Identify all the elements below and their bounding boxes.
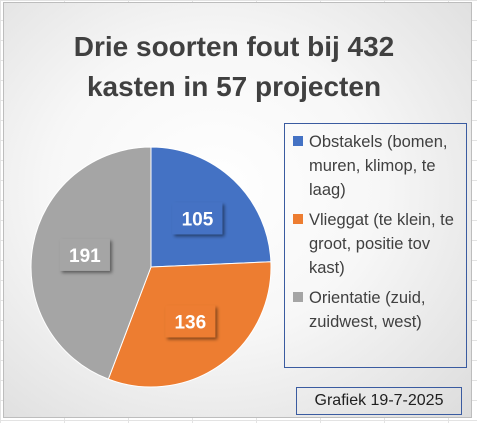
legend-label-vlieggat: Vlieggat (te klein, te groot, positie to… <box>309 211 454 277</box>
data-label-obstakels: 105 <box>172 202 223 235</box>
chart-date-caption: Grafiek 19-7-2025 <box>296 387 462 415</box>
legend-label-obstakels: Obstakels (bomen, muren, klimop, te laag… <box>309 133 448 199</box>
chart-title-line-2: kasten in 57 projecten <box>86 71 382 102</box>
pie-plot: 105 136 191 <box>30 146 272 388</box>
data-label-box-obstakels <box>172 202 223 235</box>
chart-title: Drie soorten fout bij 432 kasten in 57 p… <box>24 27 444 107</box>
data-label-box-vlieggat <box>165 305 216 338</box>
legend-item-obstakels: Obstakels (bomen, muren, klimop, te laag… <box>293 130 462 202</box>
legend-swatch-obstakels <box>293 136 303 146</box>
data-label-vlieggat: 136 <box>165 305 216 338</box>
data-label-text-obstakels: 105 <box>182 209 214 230</box>
chart-area[interactable]: Drie soorten fout bij 432 kasten in 57 p… <box>3 2 472 418</box>
legend: Obstakels (bomen, muren, klimop, te laag… <box>284 123 467 368</box>
data-label-orientatie: 191 <box>59 238 110 271</box>
legend-swatch-vlieggat <box>293 214 303 224</box>
legend-item-orientatie: Orientatie (zuid, zuidwest, west) <box>293 286 462 334</box>
legend-item-vlieggat: Vlieggat (te klein, te groot, positie to… <box>293 208 462 280</box>
data-label-text-orientatie: 191 <box>69 246 101 267</box>
data-label-box-orientatie <box>59 238 110 271</box>
legend-label-orientatie: Orientatie (zuid, zuidwest, west) <box>309 289 426 331</box>
chart-title-line-1: Drie soorten fout bij 432 <box>73 31 395 62</box>
data-label-text-vlieggat: 136 <box>174 312 206 333</box>
legend-swatch-orientatie <box>293 292 303 302</box>
